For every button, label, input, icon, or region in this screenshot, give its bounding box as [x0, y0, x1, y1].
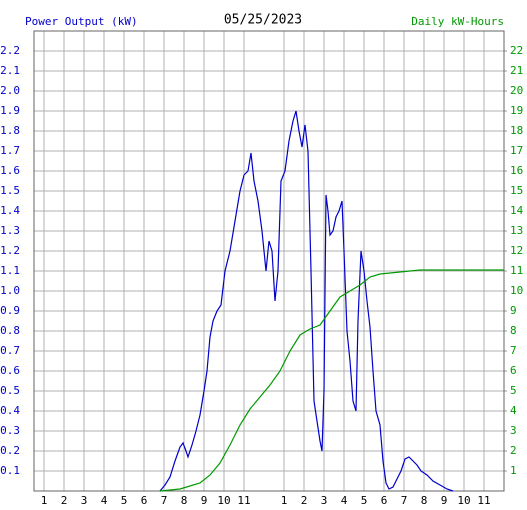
- y-tick-label: 1.2: [0, 244, 20, 257]
- x-tick-label: 1: [41, 494, 48, 507]
- y-tick-label: 2.2: [0, 44, 20, 57]
- y2-tick-label: 19: [510, 104, 523, 117]
- x-tick-label: 2: [61, 494, 68, 507]
- y-axis-label: Power Output (kW): [25, 15, 138, 28]
- y2-tick-label: 5: [510, 384, 517, 397]
- y-tick-label: 0.5: [0, 384, 20, 397]
- chart-title: 05/25/2023: [224, 13, 302, 28]
- y2-tick-label: 4: [510, 404, 517, 417]
- y-tick-label: 1.9: [0, 104, 20, 117]
- y2-tick-label: 11: [510, 264, 523, 277]
- x-tick-label: 2: [301, 494, 308, 507]
- x-tick-label: 4: [341, 494, 348, 507]
- y-tick-label: 0.6: [0, 364, 20, 377]
- x-tick-label: 8: [181, 494, 188, 507]
- y2-tick-label: 10: [510, 284, 523, 297]
- x-tick-label: 6: [141, 494, 148, 507]
- y-tick-label: 1.4: [0, 204, 20, 217]
- x-tick-label: 3: [81, 494, 88, 507]
- plot-border: [33, 30, 505, 492]
- y2-tick-label: 3: [510, 424, 517, 437]
- x-tick-label: 11: [237, 494, 250, 507]
- y-tick-label: 0.4: [0, 404, 20, 417]
- x-tick-label: 9: [201, 494, 208, 507]
- x-tick-label: 11: [477, 494, 490, 507]
- y2-tick-label: 7: [510, 344, 517, 357]
- y-tick-label: 1.1: [0, 264, 20, 277]
- y-tick-label: 1.8: [0, 124, 20, 137]
- x-tick-label: 6: [381, 494, 388, 507]
- y-tick-label: 1.5: [0, 184, 20, 197]
- y2-tick-label: 6: [510, 364, 517, 377]
- y2-tick-label: 15: [510, 184, 523, 197]
- x-tick-label: 1: [281, 494, 288, 507]
- y2-tick-label: 12: [510, 244, 523, 257]
- x-tick-label: 8: [421, 494, 428, 507]
- y2-tick-label: 18: [510, 124, 523, 137]
- y-tick-label: 0.3: [0, 424, 20, 437]
- y2-tick-label: 16: [510, 164, 523, 177]
- y2-tick-label: 21: [510, 64, 523, 77]
- y-tick-label: 0.7: [0, 344, 20, 357]
- y-tick-label: 0.2: [0, 444, 20, 457]
- y2-tick-label: 20: [510, 84, 523, 97]
- x-tick-label: 3: [321, 494, 328, 507]
- y2-tick-label: 2: [510, 444, 517, 457]
- y2-tick-label: 8: [510, 324, 517, 337]
- x-tick-label: 4: [101, 494, 108, 507]
- y2-tick-label: 14: [510, 204, 524, 217]
- series-line: [159, 110, 454, 492]
- x-tick-label: 7: [401, 494, 408, 507]
- y-tick-label: 1.3: [0, 224, 20, 237]
- y2-tick-label: 1: [510, 464, 517, 477]
- x-tick-label: 5: [121, 494, 128, 507]
- y-tick-label: 0.9: [0, 304, 20, 317]
- x-tick-label: 7: [161, 494, 168, 507]
- x-tick-label: 5: [361, 494, 368, 507]
- y-tick-label: 1.6: [0, 164, 20, 177]
- y-tick-label: 1.7: [0, 144, 20, 157]
- y-tick-label: 2.0: [0, 84, 20, 97]
- y2-tick-label: 13: [510, 224, 523, 237]
- x-tick-label: 10: [457, 494, 470, 507]
- x-tick-label: 10: [217, 494, 230, 507]
- y-tick-label: 1.0: [0, 284, 20, 297]
- y2-tick-label: 9: [510, 304, 517, 317]
- plot-area: 1 2 3 4 5 6 7 8 9 10 11 1 2 3 4 5 6 7 8 9 10 110.10.20.30.40.…: [0, 30, 524, 507]
- y2-axis-label: Daily kW-Hours: [411, 15, 504, 28]
- x-tick-label: 9: [441, 494, 448, 507]
- y2-tick-label: 22: [510, 44, 523, 57]
- y-tick-label: 2.1: [0, 64, 20, 77]
- y-tick-label: 0.8: [0, 324, 20, 337]
- y2-tick-label: 17: [510, 144, 523, 157]
- y-tick-label: 0.1: [0, 464, 20, 477]
- series-line: [159, 269, 504, 492]
